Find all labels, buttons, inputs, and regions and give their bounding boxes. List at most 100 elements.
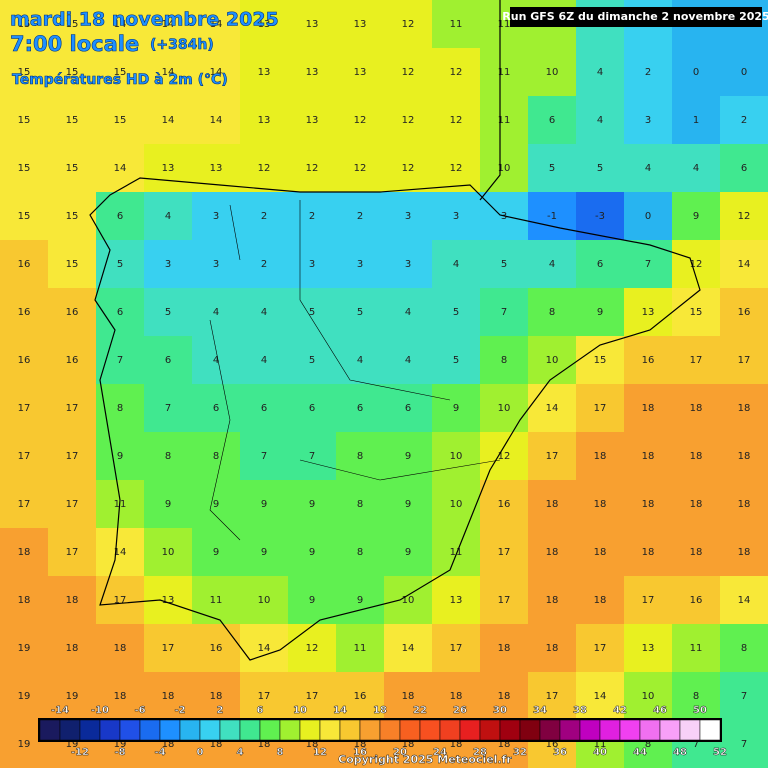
temperature-cell xyxy=(528,240,577,289)
colorbar-swatch xyxy=(199,719,221,741)
temperature-value: 10 xyxy=(402,595,415,606)
temperature-value: 15 xyxy=(66,115,79,126)
temperature-value: 18 xyxy=(738,403,751,414)
temperature-cell xyxy=(528,192,577,241)
temperature-cell xyxy=(672,48,721,97)
temperature-cell xyxy=(528,576,577,625)
colorbar-label: 8 xyxy=(277,747,284,758)
temperature-cell xyxy=(624,480,673,529)
temperature-cell xyxy=(240,624,289,673)
temperature-cell xyxy=(48,576,97,625)
temperature-cell xyxy=(528,96,577,145)
temperature-value: 6 xyxy=(261,403,267,414)
temperature-cell xyxy=(144,432,193,481)
temperature-value: 9 xyxy=(405,499,411,510)
temperature-value: 3 xyxy=(405,259,411,270)
colorbar-swatch xyxy=(79,719,101,741)
temperature-cell xyxy=(96,576,145,625)
temperature-cell xyxy=(0,384,49,433)
temperature-value: 9 xyxy=(597,307,603,318)
temperature-value: 0 xyxy=(645,211,651,222)
temperature-value: 0 xyxy=(693,67,699,78)
temperature-cell xyxy=(384,0,433,49)
temperature-cell xyxy=(288,672,337,721)
temperature-value: 14 xyxy=(738,259,751,270)
temperature-cell xyxy=(48,432,97,481)
temperature-value: 14 xyxy=(210,115,223,126)
colorbar-swatch xyxy=(439,719,461,741)
temperature-cell xyxy=(336,672,385,721)
temperature-value: 18 xyxy=(642,499,655,510)
temperature-cell xyxy=(192,432,241,481)
temperature-value: 9 xyxy=(309,595,315,606)
temperature-value: 13 xyxy=(642,643,655,654)
temperature-value: 6 xyxy=(597,259,603,270)
temperature-cell xyxy=(672,672,721,721)
temperature-value: 2 xyxy=(645,67,651,78)
temperature-value: 4 xyxy=(597,115,603,126)
temperature-cell xyxy=(432,0,481,49)
temperature-value: 13 xyxy=(354,19,367,30)
temperature-value: 6 xyxy=(357,403,363,414)
temperature-cell xyxy=(672,624,721,673)
temperature-cell xyxy=(144,384,193,433)
temperature-cell xyxy=(240,576,289,625)
temperature-cell xyxy=(0,48,49,97)
temperature-value: 9 xyxy=(213,499,219,510)
temperature-value: 10 xyxy=(498,163,511,174)
temperature-cell xyxy=(576,336,625,385)
temperature-cell xyxy=(336,624,385,673)
temperature-cell xyxy=(720,624,768,673)
temperature-cell xyxy=(624,240,673,289)
temperature-cell xyxy=(720,96,768,145)
temperature-value: 16 xyxy=(66,355,79,366)
temperature-value: 4 xyxy=(165,211,171,222)
temperature-cell xyxy=(672,432,721,481)
temperature-cell xyxy=(240,192,289,241)
temperature-cell xyxy=(720,480,768,529)
temperature-cell xyxy=(96,672,145,721)
temperature-value: 4 xyxy=(213,355,219,366)
temperature-cell xyxy=(0,0,49,49)
temperature-cell xyxy=(624,576,673,625)
colorbar-swatch xyxy=(659,719,681,741)
temperature-value: 4 xyxy=(261,355,267,366)
colorbar-label: 50 xyxy=(693,705,707,716)
temperature-value: 18 xyxy=(210,739,223,750)
colorbar-swatch xyxy=(399,719,421,741)
temperature-cell xyxy=(288,240,337,289)
temperature-cell xyxy=(384,384,433,433)
temperature-cell xyxy=(672,528,721,577)
temperature-cell xyxy=(288,0,337,49)
temperature-value: 9 xyxy=(357,595,363,606)
temperature-value: 12 xyxy=(354,163,367,174)
temperature-cell xyxy=(336,48,385,97)
colorbar-label: 20 xyxy=(393,747,407,758)
temperature-value: 18 xyxy=(66,595,79,606)
temperature-cell xyxy=(48,528,97,577)
temperature-cell xyxy=(192,48,241,97)
temperature-cell xyxy=(624,672,673,721)
colorbar-swatch xyxy=(699,719,721,741)
colorbar-label: 38 xyxy=(573,705,587,716)
temperature-cell xyxy=(48,144,97,193)
temperature-cell xyxy=(192,576,241,625)
colorbar-swatch xyxy=(139,719,161,741)
temperature-cell xyxy=(432,288,481,337)
temperature-value: 18 xyxy=(594,451,607,462)
temperature-value: 17 xyxy=(450,643,463,654)
temperature-cell xyxy=(672,576,721,625)
temperature-cell xyxy=(528,480,577,529)
temperature-value: 6 xyxy=(309,403,315,414)
colorbar-swatch xyxy=(339,719,361,741)
temperature-value: 18 xyxy=(18,595,31,606)
temperature-value: 18 xyxy=(642,547,655,558)
temperature-cell xyxy=(240,672,289,721)
temperature-value: 15 xyxy=(66,67,79,78)
temperature-value: 5 xyxy=(309,307,315,318)
temperature-cell xyxy=(336,240,385,289)
temperature-cell xyxy=(480,384,529,433)
temperature-cell xyxy=(144,96,193,145)
temperature-value: 18 xyxy=(690,403,703,414)
colorbar-label: 12 xyxy=(313,747,327,758)
